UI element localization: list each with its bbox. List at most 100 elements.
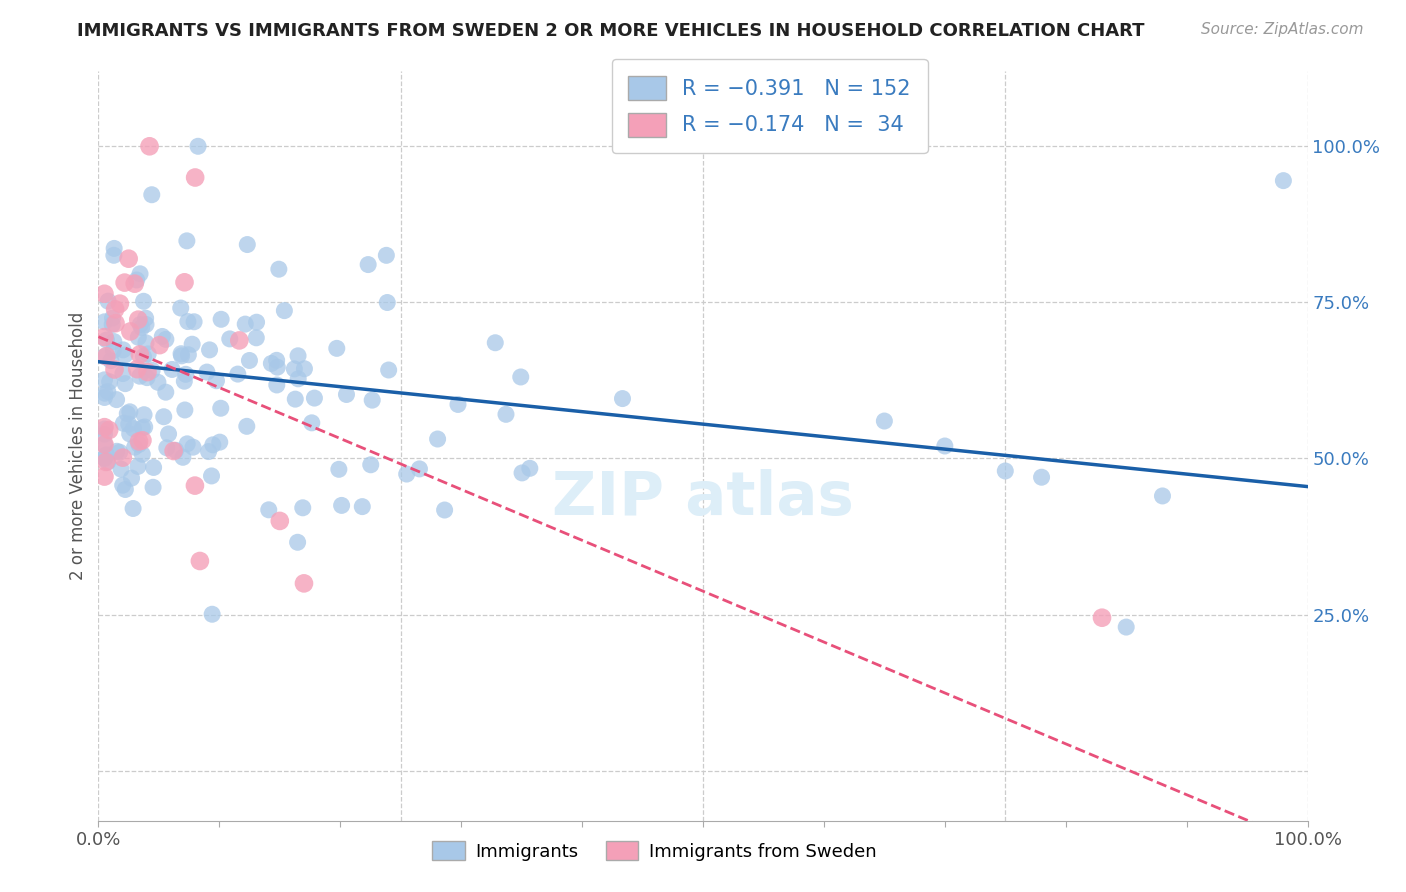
Point bbox=[128, 347, 150, 361]
Point bbox=[150, 329, 173, 343]
Point bbox=[226, 367, 249, 381]
Point bbox=[103, 343, 125, 358]
Point bbox=[93, 437, 115, 451]
Point bbox=[934, 439, 956, 453]
Point bbox=[209, 312, 232, 326]
Point bbox=[103, 334, 125, 349]
Point bbox=[201, 607, 224, 622]
Point bbox=[181, 337, 204, 351]
Point bbox=[129, 267, 152, 281]
Point bbox=[131, 447, 153, 461]
Point bbox=[1152, 489, 1174, 503]
Point bbox=[93, 373, 115, 387]
Point bbox=[176, 234, 198, 248]
Point bbox=[128, 369, 150, 384]
Point bbox=[111, 450, 134, 465]
Point bbox=[118, 426, 141, 441]
Point bbox=[112, 417, 135, 431]
Point bbox=[228, 334, 250, 348]
Point bbox=[114, 376, 136, 391]
Point bbox=[172, 450, 194, 465]
Point bbox=[1031, 470, 1053, 484]
Point bbox=[93, 437, 115, 451]
Point bbox=[101, 318, 124, 332]
Point bbox=[141, 187, 163, 202]
Point bbox=[177, 348, 200, 362]
Point bbox=[93, 330, 115, 344]
Point bbox=[510, 466, 533, 480]
Point bbox=[108, 445, 131, 459]
Point bbox=[104, 316, 127, 330]
Point bbox=[375, 248, 398, 262]
Point bbox=[138, 139, 160, 153]
Point bbox=[188, 554, 211, 568]
Point bbox=[117, 407, 139, 421]
Point bbox=[112, 343, 135, 357]
Point bbox=[236, 237, 259, 252]
Point bbox=[125, 273, 148, 287]
Point bbox=[304, 391, 326, 405]
Point bbox=[287, 372, 309, 386]
Point bbox=[114, 276, 136, 290]
Point bbox=[174, 368, 197, 382]
Point bbox=[326, 342, 349, 356]
Point bbox=[328, 462, 350, 476]
Point bbox=[121, 471, 143, 485]
Point bbox=[149, 338, 172, 352]
Point bbox=[118, 252, 141, 266]
Point bbox=[294, 361, 316, 376]
Point bbox=[352, 500, 374, 514]
Point bbox=[484, 335, 506, 350]
Y-axis label: 2 or more Vehicles in Household: 2 or more Vehicles in Household bbox=[69, 312, 87, 580]
Point bbox=[105, 392, 128, 407]
Point bbox=[266, 378, 288, 392]
Point bbox=[1091, 611, 1114, 625]
Point bbox=[291, 500, 314, 515]
Point bbox=[124, 440, 146, 454]
Point bbox=[377, 363, 399, 377]
Point bbox=[994, 464, 1017, 478]
Point bbox=[104, 302, 127, 317]
Point bbox=[375, 295, 398, 310]
Point bbox=[114, 348, 136, 362]
Point bbox=[124, 277, 146, 291]
Point bbox=[1115, 620, 1137, 634]
Point bbox=[97, 384, 120, 399]
Point bbox=[96, 448, 118, 462]
Point bbox=[208, 435, 231, 450]
Point bbox=[157, 426, 180, 441]
Point bbox=[330, 499, 353, 513]
Point bbox=[97, 455, 120, 469]
Point bbox=[134, 420, 156, 434]
Point bbox=[97, 294, 120, 309]
Point bbox=[236, 419, 259, 434]
Point bbox=[132, 350, 155, 364]
Point bbox=[127, 330, 149, 344]
Point bbox=[177, 314, 200, 328]
Point bbox=[873, 414, 896, 428]
Point bbox=[408, 462, 430, 476]
Point bbox=[96, 349, 118, 363]
Point bbox=[98, 375, 121, 389]
Point bbox=[132, 408, 155, 422]
Point bbox=[245, 331, 267, 345]
Point bbox=[269, 514, 291, 528]
Point bbox=[93, 422, 115, 436]
Point bbox=[335, 387, 357, 401]
Point bbox=[361, 393, 384, 408]
Point bbox=[127, 312, 149, 326]
Point bbox=[131, 434, 153, 448]
Point bbox=[170, 347, 193, 361]
Point bbox=[155, 332, 177, 346]
Point bbox=[93, 391, 115, 405]
Point bbox=[129, 318, 152, 332]
Point bbox=[156, 441, 179, 455]
Point bbox=[184, 170, 207, 185]
Point bbox=[433, 503, 456, 517]
Point bbox=[108, 296, 131, 310]
Point bbox=[233, 317, 256, 331]
Point bbox=[118, 405, 141, 419]
Point bbox=[162, 444, 184, 458]
Point bbox=[245, 315, 267, 329]
Point bbox=[110, 462, 132, 476]
